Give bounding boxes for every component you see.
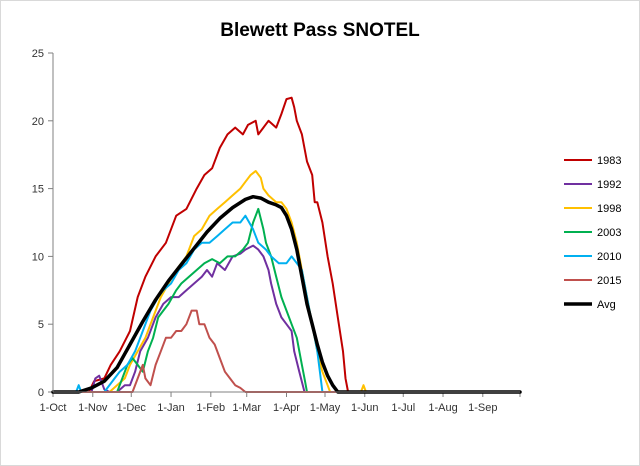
legend-label-avg: Avg <box>597 299 616 311</box>
legend-label-2003: 2003 <box>597 227 621 239</box>
x-tick-label: 1-Aug <box>428 402 457 414</box>
x-axis-ticks: 1-Oct 1-Nov 1-Dec 1-Jan 1-Feb 1-Mar 1-Apr 1-May… <box>40 392 521 414</box>
series-line-2015 <box>52 309 521 393</box>
x-tick-label: 1-Jun <box>351 402 379 414</box>
y-tick-label: 20 <box>32 116 44 128</box>
series-line-avg <box>51 194 522 394</box>
series-line-1983 <box>52 96 521 393</box>
y-tick-label: 15 <box>32 184 44 196</box>
x-tick-label: 1-Sep <box>468 402 497 414</box>
series-line-1992 <box>52 244 521 393</box>
y-axis-ticks: 0 5 10 15 20 25 <box>32 48 53 399</box>
legend-label-2015: 2015 <box>597 275 621 287</box>
series-line-2003 <box>52 207 521 393</box>
legend-label-2010: 2010 <box>597 251 621 263</box>
x-tick-label: 1-Jul <box>391 402 415 414</box>
x-tick-label: 1-Mar <box>232 402 261 414</box>
y-tick-label: 10 <box>32 251 44 263</box>
chart-title: Blewett Pass SNOTEL <box>220 20 420 41</box>
legend-label-1983: 1983 <box>597 155 621 167</box>
y-tick-label: 5 <box>38 319 44 331</box>
x-tick-label: 1-Apr <box>273 402 300 414</box>
legend-label-1992: 1992 <box>597 179 621 191</box>
y-tick-label: 25 <box>32 48 44 60</box>
x-tick-label: 1-Feb <box>196 402 225 414</box>
x-tick-label: 1-Jan <box>157 402 185 414</box>
x-tick-label: 1-Nov <box>78 402 108 414</box>
y-tick-label: 0 <box>38 387 44 399</box>
legend: 1983 1992 1998 2003 2010 2015 Avg <box>564 155 621 311</box>
x-tick-label: 1-May <box>310 402 341 414</box>
series-line-2010 <box>52 214 521 393</box>
x-tick-label: 1-Dec <box>117 402 147 414</box>
legend-label-1998: 1998 <box>597 203 621 215</box>
x-tick-label: 1-Oct <box>40 402 67 414</box>
series-lines <box>51 96 522 394</box>
